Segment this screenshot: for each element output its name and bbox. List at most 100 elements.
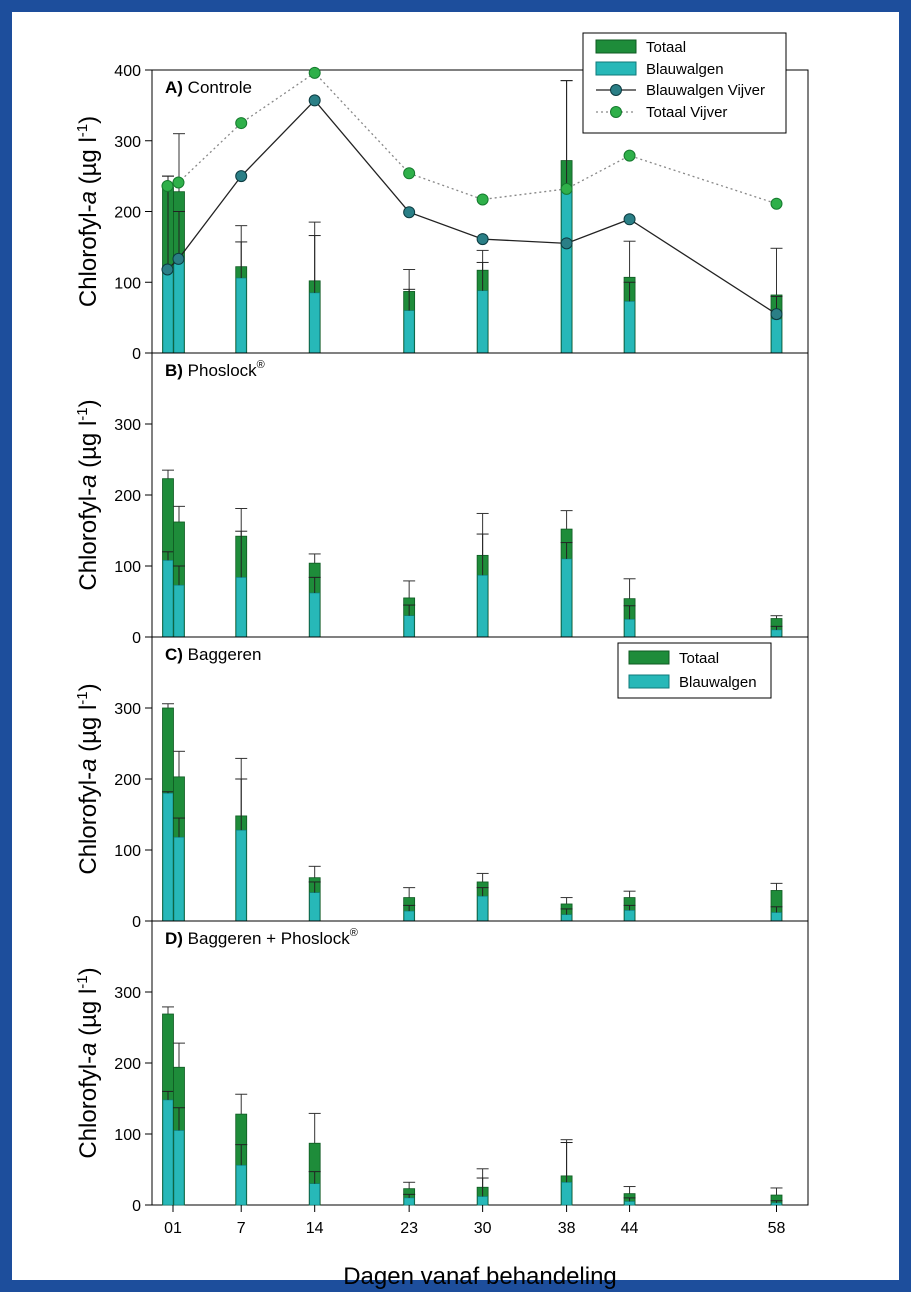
y-axis-label-part: Chlorofyl- [75,772,102,875]
legend-c-totaal-label: Totaal [679,650,719,667]
y-axis-label-italic: a [75,1043,102,1056]
blauwalgen-bar [624,618,635,638]
blauwalgen-vijver-point [308,94,321,107]
blauwalgen-vijver-point [476,233,489,246]
panel-name: Controle [183,78,252,97]
blauwalgen-bar [561,188,572,354]
y-tick-label: 200 [114,772,141,789]
blauwalgen-vijver-point [172,252,185,265]
totaal-vijver-point [560,182,573,195]
blauwalgen-vijver-point [403,206,416,219]
panel-letter: A) [165,78,183,97]
y-axis-label-italic: a [75,759,102,772]
panel-d-frame [151,920,809,1206]
blauwalgen-bar [235,277,247,354]
panel-letter: C) [165,645,183,664]
panel-d: 0 100 200 300 Chlorofyl-a (µg l-1) D) Baggere… [74,920,809,1215]
blauwalgen-bar [162,269,174,354]
blauwalgen-bar [235,577,247,638]
blauwalgen-bar [561,914,572,922]
y-tick-label: 300 [114,985,141,1002]
panel-d-title: D) Baggeren + Phoslock® [165,927,358,948]
blauwalgen-vijver-point [161,263,174,276]
panel-name: Baggeren [183,645,261,664]
blauwalgen-bar [309,892,320,922]
blauwalgen-bar [624,910,635,922]
blauwalgen-vijver-point [623,213,636,226]
x-tick-label: 44 [621,1220,639,1237]
blauwalgen-bar [477,290,488,354]
blauwalgen-bar [771,318,782,354]
y-tick-label: 200 [114,205,141,222]
panel-letter: B) [165,361,183,380]
blauwalgen-bar [173,1130,185,1206]
y-axis-label-part: (µg l [75,989,102,1043]
y-axis-label: Chlorofyl-a (µg l-1) [74,399,102,590]
blauwalgen-bar [173,836,185,922]
legend-totaal-label: Totaal [646,39,686,56]
y-tick-label: 100 [114,275,141,292]
legend-top: Totaal Blauwalgen Blauwalgen Vijver Totaal … [582,32,787,134]
legend-blauwalgen-vijver-label: Blauwalgen Vijver [646,82,765,99]
y-axis-label-sup: -1 [74,407,91,420]
blauwalgen-bar [771,629,782,638]
blauwalgen-bar [624,301,635,354]
y-tick-label: 100 [114,559,141,576]
y-axis-label-sup: -1 [74,975,91,988]
y-tick-label: 200 [114,488,141,505]
x-tick-label: 38 [558,1220,576,1237]
y-axis-label-part: Chlorofyl- [75,1056,102,1159]
blauwalgen-bar [477,1196,488,1206]
y-axis-label-part: (µg l [75,421,102,475]
totaal-vijver-point [770,197,783,210]
blauwalgen-bar [162,1099,174,1206]
blauwalgen-vijver-point [770,308,783,321]
x-tick-label: 7 [237,1220,246,1237]
totaal-vijver-point [172,176,185,189]
blauwalgen-bar [173,258,185,354]
totaal-vijver-point [403,167,416,180]
y-axis-label-sup: -1 [74,691,91,704]
blauwalgen-bar [624,1201,635,1206]
y-tick-label: 300 [114,701,141,718]
y-axis-label-part: ) [75,683,102,691]
totaal-vijver-point [476,193,489,206]
panel-name: Baggeren + Phoslock [183,929,350,948]
y-axis-label-sup: -1 [74,124,91,137]
totaal-vijver-point [308,66,321,79]
y-tick-label: 400 [114,63,141,80]
totaal-vijver-point [235,117,248,130]
y-tick-label: 0 [132,914,141,931]
x-tick-label: 14 [306,1220,324,1237]
y-tick-label: 300 [114,417,141,434]
y-axis-label: Chlorofyl-a (µg l-1) [74,116,102,307]
blauwalgen-bar [561,558,572,638]
x-axis-label: Dagen vanaf behandeling [343,1263,617,1290]
y-axis-label-italic: a [75,191,102,204]
blauwalgen-vijver-point [560,237,573,250]
y-axis-label-part: (µg l [75,137,102,191]
blauwalgen-vijver-point [235,170,248,183]
blauwalgen-bar [309,592,320,638]
legend-blauwalgen-label: Blauwalgen [646,61,724,78]
blauwalgen-bar [477,895,488,922]
blauwalgen-bar [173,584,185,638]
blauwalgen-bar [403,615,415,638]
x-tick-label: 23 [400,1220,418,1237]
legend-totaal-vijver-label: Totaal Vijver [646,104,727,121]
blauwalgen-bar [477,574,488,638]
panel-name: Phoslock [183,361,257,380]
blauwalgen-bar [403,1197,415,1206]
y-tick-label: 300 [114,134,141,151]
legend-blauwalgen-swatch [595,61,637,76]
blauwalgen-bar [771,912,782,922]
registered-mark: ® [350,927,358,939]
panel-b: 0 100 200 300 Chlorofyl-a (µg l-1) B) Phosloc… [74,352,809,647]
blauwalgen-bar [771,1202,782,1206]
totaal-vijver-point [623,149,636,162]
y-tick-label: 0 [132,1198,141,1215]
y-tick-label: 100 [114,843,141,860]
blauwalgen-bar [403,910,415,922]
blauwalgen-bar [235,829,247,922]
